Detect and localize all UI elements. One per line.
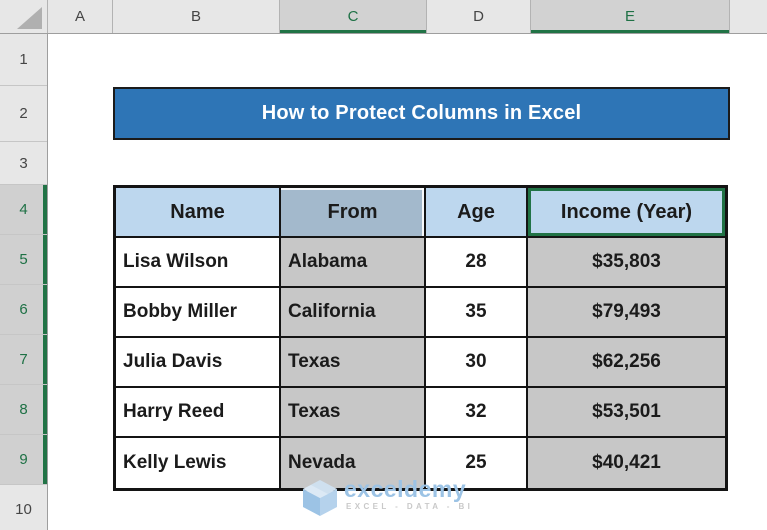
column-header-d[interactable]: D [427,0,531,33]
cell-c5-from[interactable]: Alabama [281,238,426,288]
row-header-2[interactable]: 2 [0,86,47,142]
row-header-10[interactable]: 10 [0,485,47,530]
header-cell-from[interactable]: From [281,188,426,238]
cell-e7-income[interactable]: $62,256 [528,338,725,388]
cell-c6-from[interactable]: California [281,288,426,338]
cell-d6-age[interactable]: 35 [426,288,528,338]
cell-e5-income[interactable]: $35,803 [528,238,725,288]
watermark-tagline: EXCEL - DATA - BI [346,502,474,511]
select-all-corner[interactable] [0,0,48,33]
cell-b7-name[interactable]: Julia Davis [116,338,281,388]
row-header-3[interactable]: 3 [0,142,47,185]
column-header-f[interactable] [730,0,767,33]
cell-c8-from[interactable]: Texas [281,388,426,438]
cell-c7-from[interactable]: Texas [281,338,426,388]
row-header-8[interactable]: 8 [0,385,47,435]
cell-b8-name[interactable]: Harry Reed [116,388,281,438]
cell-d5-age[interactable]: 28 [426,238,528,288]
column-header-c[interactable]: C [280,0,427,33]
row-header-6[interactable]: 6 [0,285,47,335]
header-cell-name[interactable]: Name [116,188,281,238]
page-title: How to Protect Columns in Excel [261,102,582,124]
header-cell-age[interactable]: Age [426,188,528,238]
cell-b6-name[interactable]: Bobby Miller [116,288,281,338]
data-table: Name From Age Income (Year) Lisa Wilson … [113,185,728,491]
cell-d8-age[interactable]: 32 [426,388,528,438]
cell-c9-from[interactable]: Nevada [281,438,426,488]
row-header-1[interactable]: 1 [0,34,47,86]
row-header-9[interactable]: 9 [0,435,47,485]
cell-e8-income[interactable]: $53,501 [528,388,725,438]
column-header-a[interactable]: A [48,0,113,33]
cell-b5-name[interactable]: Lisa Wilson [116,238,281,288]
cell-d9-age[interactable]: 25 [426,438,528,488]
column-header-e[interactable]: E [531,0,730,33]
row-header-strip: 1 2 3 4 5 6 7 8 9 10 [0,34,48,530]
cell-b9-name[interactable]: Kelly Lewis [116,438,281,488]
row-header-7[interactable]: 7 [0,335,47,385]
title-banner[interactable]: How to Protect Columns in Excel [113,87,730,140]
cell-d7-age[interactable]: 30 [426,338,528,388]
select-all-icon [17,7,42,29]
row-header-4[interactable]: 4 [0,185,47,235]
column-header-b[interactable]: B [113,0,280,33]
header-cell-income-active[interactable]: Income (Year) [528,188,725,238]
column-header-strip: A B C D E [0,0,767,34]
row-header-5[interactable]: 5 [0,235,47,285]
cell-e6-income[interactable]: $79,493 [528,288,725,338]
cell-e9-income[interactable]: $40,421 [528,438,725,488]
